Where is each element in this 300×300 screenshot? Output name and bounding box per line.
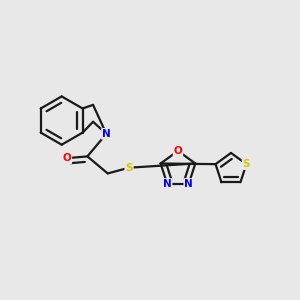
Text: S: S [243, 159, 250, 169]
Text: O: O [62, 153, 71, 163]
Text: N: N [163, 179, 172, 189]
Text: N: N [184, 179, 193, 189]
Text: N: N [102, 129, 111, 139]
Text: S: S [125, 163, 133, 173]
Text: O: O [174, 146, 182, 156]
